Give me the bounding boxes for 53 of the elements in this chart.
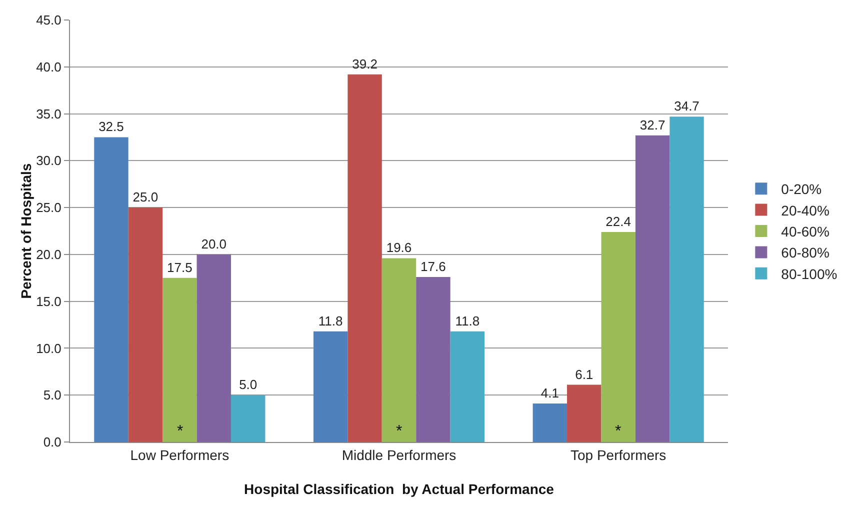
legend-label: 80-100% <box>781 266 838 282</box>
bar <box>230 395 266 442</box>
data-label: 32.7 <box>640 117 666 132</box>
data-label: 11.8 <box>318 313 343 328</box>
x-tick-label: Low Performers <box>130 446 230 463</box>
data-label: 19.6 <box>386 240 412 256</box>
x-tick-label: Top Performers <box>570 446 666 463</box>
bar <box>416 276 450 442</box>
y-tick-label: 10.0 <box>36 340 62 356</box>
y-tick-label: 30.0 <box>36 153 62 168</box>
y-tick-label: 5.0 <box>43 388 62 403</box>
bar <box>196 254 231 442</box>
annotation: * <box>396 423 402 440</box>
bar <box>450 331 485 442</box>
bar <box>162 278 197 442</box>
data-label: 11.8 <box>455 313 480 328</box>
data-label: 39.2 <box>352 56 378 72</box>
y-tick-label: 15.0 <box>36 294 62 309</box>
y-tick-label: 25.0 <box>36 200 62 216</box>
annotation: * <box>615 423 622 440</box>
bar <box>313 331 348 442</box>
bar <box>670 116 704 442</box>
data-label: 17.6 <box>420 258 446 274</box>
y-tick-label: 45.0 <box>36 12 62 28</box>
x-axis-title: Hospital Classification by Actual Performance <box>244 481 554 497</box>
data-label: 22.4 <box>606 214 631 229</box>
data-label: 32.5 <box>98 119 124 134</box>
y-tick-label: 40.0 <box>36 59 62 74</box>
data-label: 25.0 <box>132 190 158 205</box>
bar <box>567 384 602 442</box>
legend-label: 40-60% <box>781 223 830 240</box>
data-label: 6.1 <box>575 366 594 382</box>
bar <box>635 135 670 442</box>
bar <box>128 208 163 442</box>
data-label: 17.5 <box>167 260 192 275</box>
y-tick-label: 0.0 <box>43 434 62 450</box>
legend-label: 60-80% <box>781 244 830 261</box>
legend-label: 0-20% <box>781 181 822 198</box>
bar <box>94 137 128 442</box>
annotation: * <box>177 423 184 440</box>
bar <box>348 74 382 442</box>
data-label: 4.1 <box>540 386 559 401</box>
data-label: 20.0 <box>201 236 227 252</box>
y-tick-label: 20.0 <box>36 246 62 262</box>
y-axis-title: Percent of Hospitals <box>18 163 34 299</box>
x-tick-label: Middle Performers <box>342 446 456 463</box>
data-label: 5.0 <box>239 377 258 392</box>
data-label: 34.7 <box>674 98 700 114</box>
legend-label: 20-40% <box>781 202 830 218</box>
bar <box>601 232 636 442</box>
bar <box>382 258 416 442</box>
bar <box>532 404 568 442</box>
y-tick-label: 35.0 <box>36 106 62 122</box>
